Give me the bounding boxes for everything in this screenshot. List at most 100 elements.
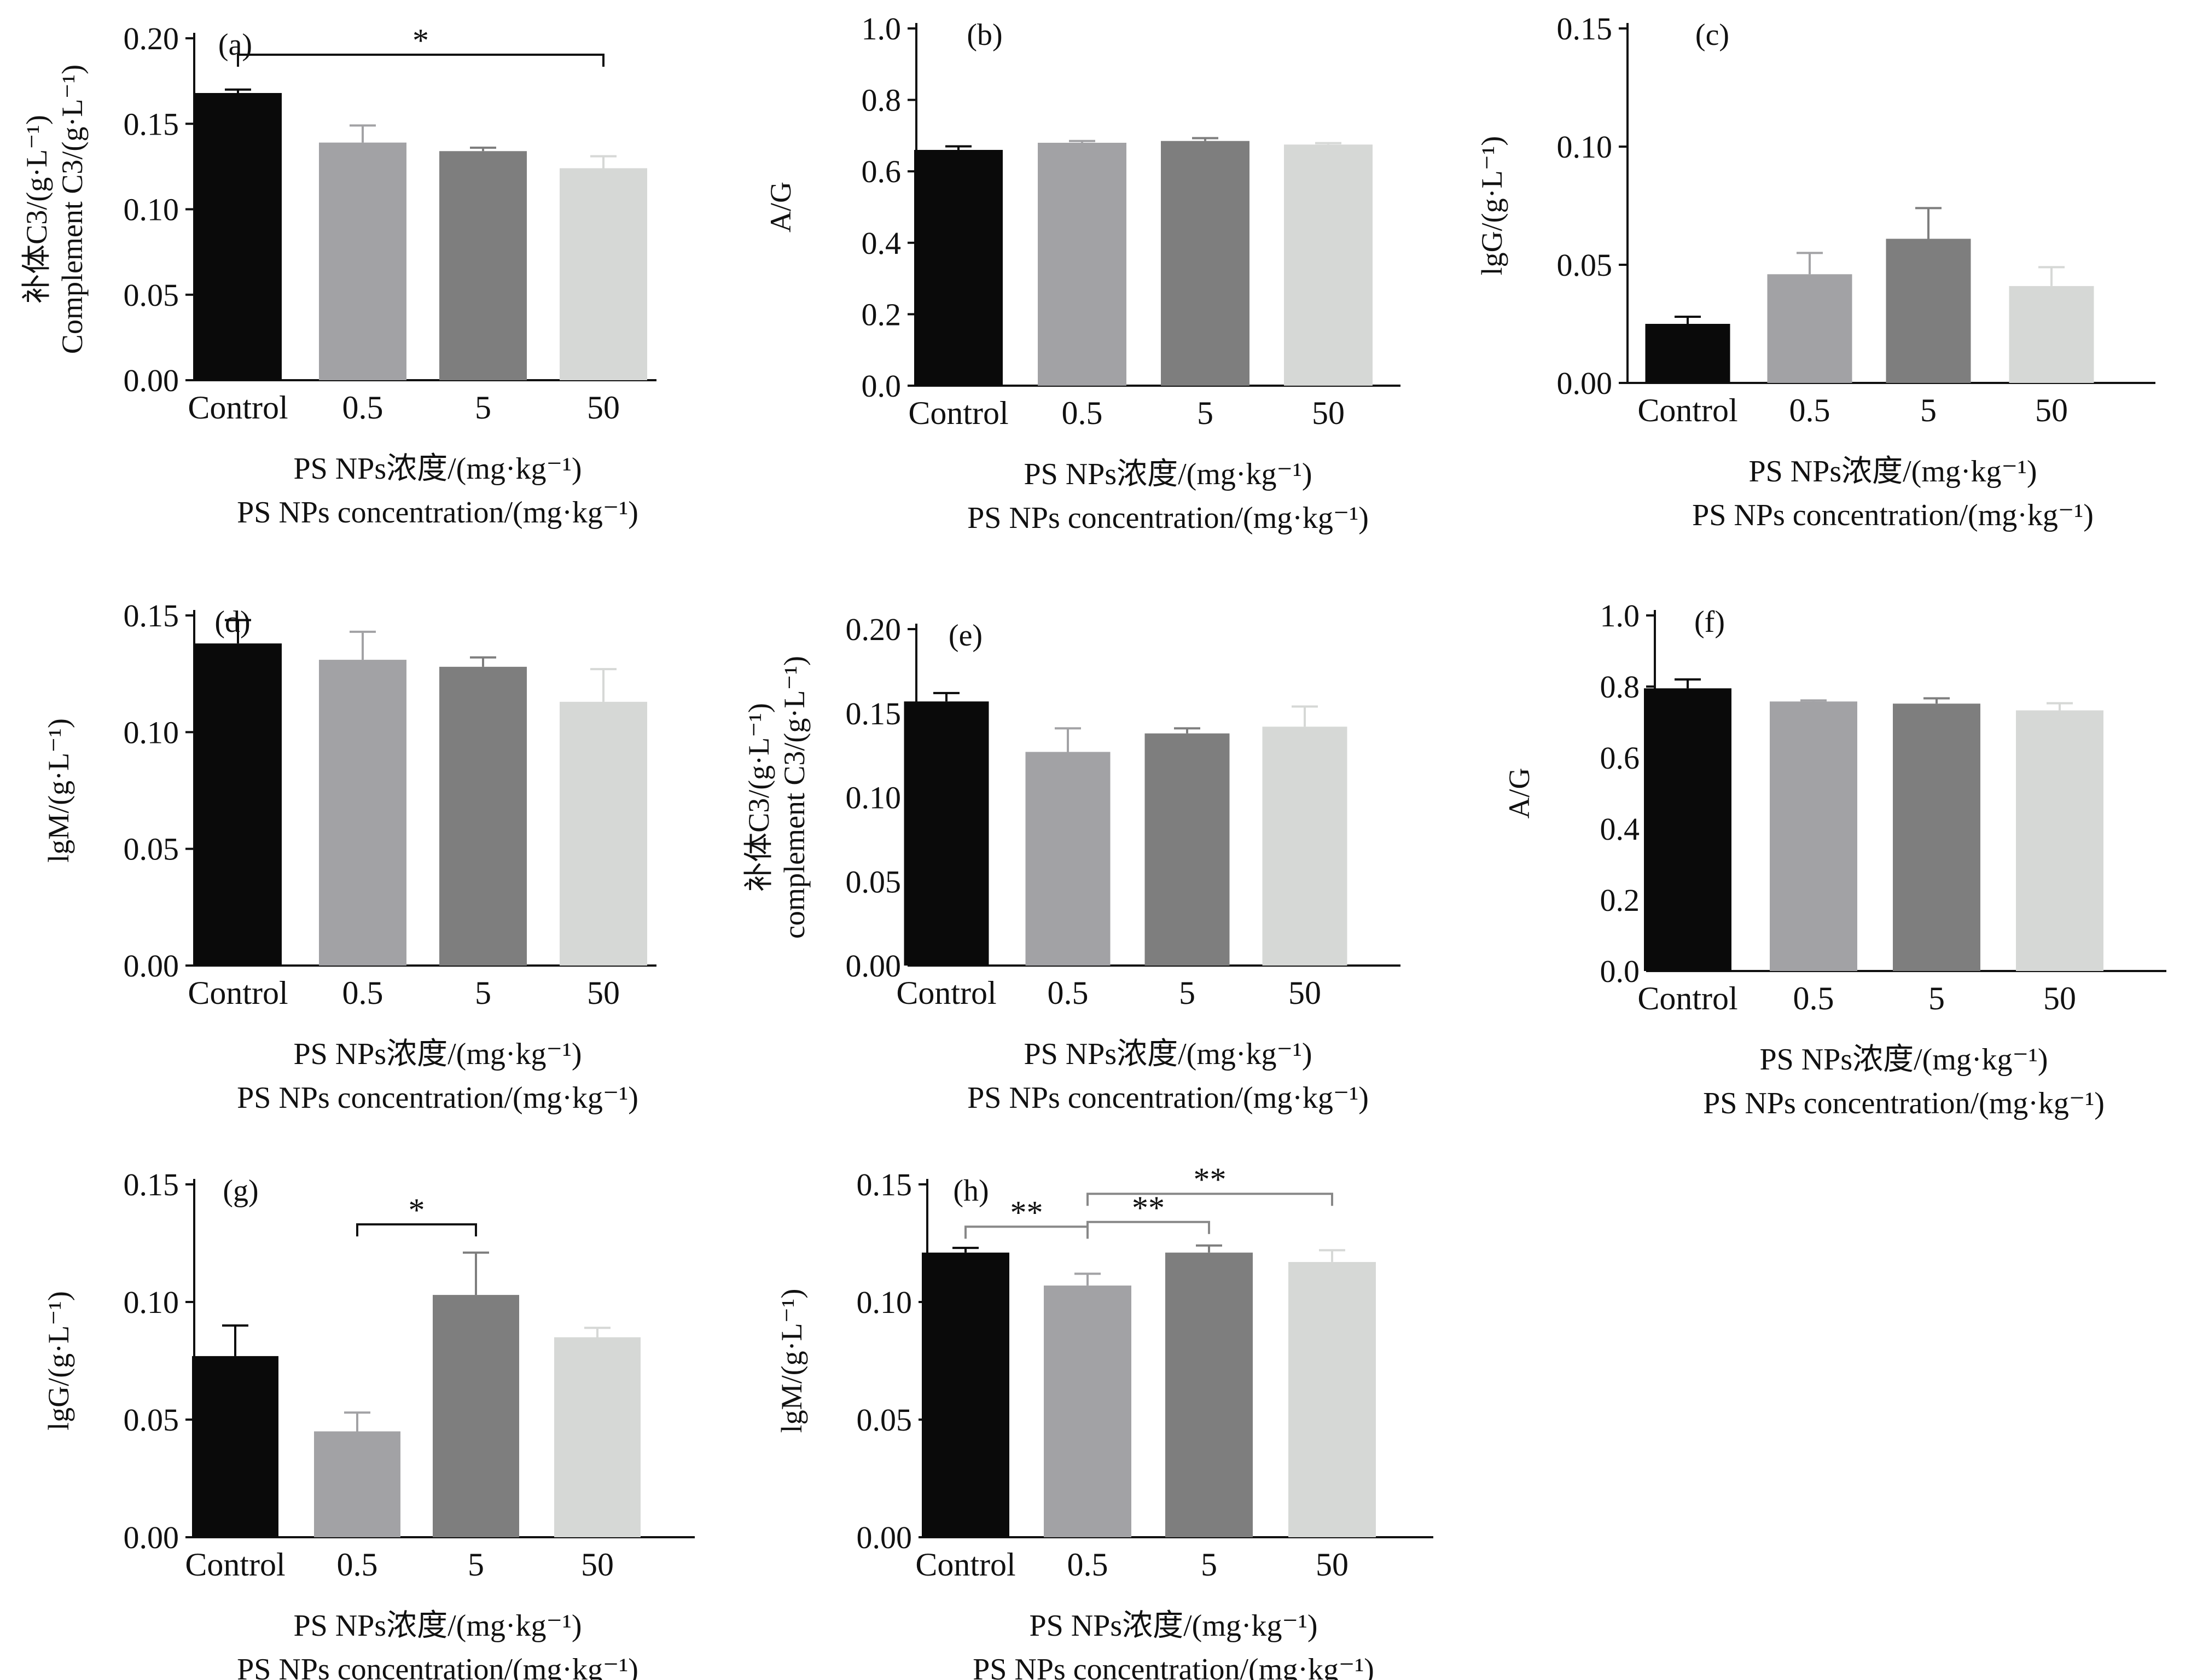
- bar-Control: [1644, 688, 1731, 971]
- bar-5: [1144, 733, 1230, 966]
- bar-Control: [194, 93, 282, 380]
- bar-Control: [914, 150, 1003, 386]
- y-tick-label: 0.4: [1600, 811, 1640, 847]
- panel-label: (b): [967, 18, 1002, 52]
- y-tick-label: 0.6: [1600, 740, 1640, 776]
- y-tick-label: 0.10: [124, 1284, 179, 1320]
- bar-5: [1161, 141, 1249, 386]
- y-tick-label: 0.05: [124, 1402, 179, 1438]
- bar-50: [1284, 144, 1373, 386]
- y-tick-label: 0.10: [846, 780, 902, 816]
- y-axis-title: A/G: [1503, 768, 1536, 819]
- x-axis-title: PS NPs浓度/(mg·kg⁻¹): [293, 1037, 582, 1071]
- panel-f: 0.0 0.2 0.4 0.6 0.8 1.0 (f) Control 0.5 5 50 PS NPs…: [1503, 598, 2166, 1120]
- bar-0.5: [319, 660, 406, 966]
- significance-label: *: [409, 1192, 425, 1228]
- x-category-label: 50: [1288, 975, 1321, 1011]
- x-axis-title: PS NPs concentration/(mg·kg⁻¹): [1692, 498, 2094, 532]
- bar-5: [1893, 704, 1980, 971]
- bar-50: [554, 1337, 641, 1537]
- x-axis-title: PS NPs concentration/(mg·kg⁻¹): [237, 496, 638, 530]
- y-tick-label: 0.20: [124, 21, 179, 56]
- y-tick-label: 0.05: [857, 1402, 912, 1438]
- y-tick-label: 0.15: [124, 106, 179, 142]
- y-axis-title: complement C3/(g·L⁻¹): [778, 656, 811, 939]
- panel-label: (e): [949, 619, 983, 653]
- bar-0.5: [1767, 274, 1852, 383]
- y-axis-title: lgG/(g·L⁻¹): [42, 1291, 75, 1431]
- y-tick-label: 0.00: [124, 1520, 179, 1555]
- panel-label: (a): [218, 28, 252, 62]
- bar-50: [1262, 726, 1347, 966]
- significance-label: **: [1194, 1161, 1227, 1197]
- x-category-label: 5: [1197, 395, 1213, 431]
- y-tick-label: 0.15: [124, 1167, 179, 1202]
- x-category-label: 5: [475, 390, 491, 426]
- x-category-label: 0.5: [1067, 1547, 1108, 1583]
- x-category-label: Control: [896, 975, 996, 1011]
- x-axis-title: PS NPs浓度/(mg·kg⁻¹): [1024, 457, 1312, 491]
- bar-0.5: [319, 142, 406, 380]
- x-category-label: Control: [1637, 392, 1737, 428]
- y-tick-label: 0.05: [846, 864, 902, 899]
- bar-5: [433, 1295, 519, 1537]
- significance-label: **: [1010, 1194, 1043, 1230]
- x-category-label: 50: [581, 1547, 614, 1583]
- x-category-label: Control: [1637, 980, 1737, 1016]
- bar-Control: [194, 643, 282, 966]
- bar-5: [439, 666, 527, 966]
- y-tick-label: 0.05: [124, 832, 179, 867]
- y-tick-label: 0.8: [1600, 669, 1640, 705]
- y-axis-title: A/G: [764, 182, 797, 232]
- panel-label: (g): [223, 1174, 258, 1208]
- bar-0.5: [1038, 142, 1126, 386]
- x-category-label: 5: [468, 1547, 484, 1583]
- y-tick-label: 0.15: [846, 696, 902, 731]
- panel-label: (d): [214, 605, 250, 639]
- significance-bracket: [356, 1223, 477, 1237]
- x-category-label: Control: [908, 395, 1008, 431]
- x-axis-title: PS NPs浓度/(mg·kg⁻¹): [293, 452, 582, 486]
- bar-0.5: [314, 1431, 400, 1537]
- y-tick-label: 0.15: [857, 1167, 912, 1202]
- bar-50: [560, 168, 647, 380]
- panel-label: (f): [1694, 605, 1725, 639]
- y-tick-label: 0.00: [124, 948, 179, 984]
- x-category-label: Control: [915, 1547, 1015, 1583]
- x-axis-title: PS NPs concentration/(mg·kg⁻¹): [237, 1081, 638, 1115]
- bar-5: [439, 151, 527, 380]
- bar-Control: [192, 1356, 278, 1537]
- y-axis-title: lgG/(g·L⁻¹): [1475, 136, 1508, 276]
- x-category-label: Control: [188, 390, 288, 426]
- x-category-label: 50: [1316, 1547, 1349, 1583]
- x-category-label: 0.5: [1048, 975, 1089, 1011]
- y-tick-label: 0.4: [862, 225, 902, 261]
- bar-0.5: [1770, 701, 1857, 971]
- x-category-label: 5: [1920, 392, 1937, 428]
- x-category-label: Control: [188, 975, 288, 1011]
- x-category-label: 5: [1179, 975, 1195, 1011]
- x-category-label: 0.5: [1793, 980, 1834, 1016]
- significance-label: *: [412, 22, 429, 59]
- bar-5: [1886, 239, 1971, 383]
- bar-5: [1165, 1252, 1253, 1537]
- y-tick-label: 0.2: [1600, 882, 1640, 918]
- bar-50: [560, 701, 647, 966]
- panel-h: 0.00 0.05 0.10 0.15 (h) Control 0.5 5 50 ** ** ** PS…: [775, 1161, 1433, 1680]
- x-category-label: 50: [2035, 392, 2068, 428]
- y-axis-title: lgM/(g·L⁻¹): [42, 718, 75, 863]
- x-category-label: 50: [2043, 980, 2076, 1016]
- bar-Control: [922, 1252, 1009, 1537]
- x-axis-title: PS NPs concentration/(mg·kg⁻¹): [967, 1081, 1369, 1115]
- y-tick-label: 0.05: [124, 277, 179, 313]
- y-axis-title: 补体C3/(g·L⁻¹): [20, 115, 53, 304]
- y-tick-label: 0.00: [846, 948, 902, 984]
- y-tick-label: 0.15: [1557, 11, 1613, 46]
- x-axis-title: PS NPs浓度/(mg·kg⁻¹): [1759, 1043, 2048, 1077]
- y-tick-label: 0.05: [1557, 247, 1613, 283]
- significance-bracket: [1086, 1220, 1210, 1234]
- x-axis-title: PS NPs concentration/(mg·kg⁻¹): [967, 501, 1369, 535]
- y-tick-label: 0.6: [862, 154, 902, 189]
